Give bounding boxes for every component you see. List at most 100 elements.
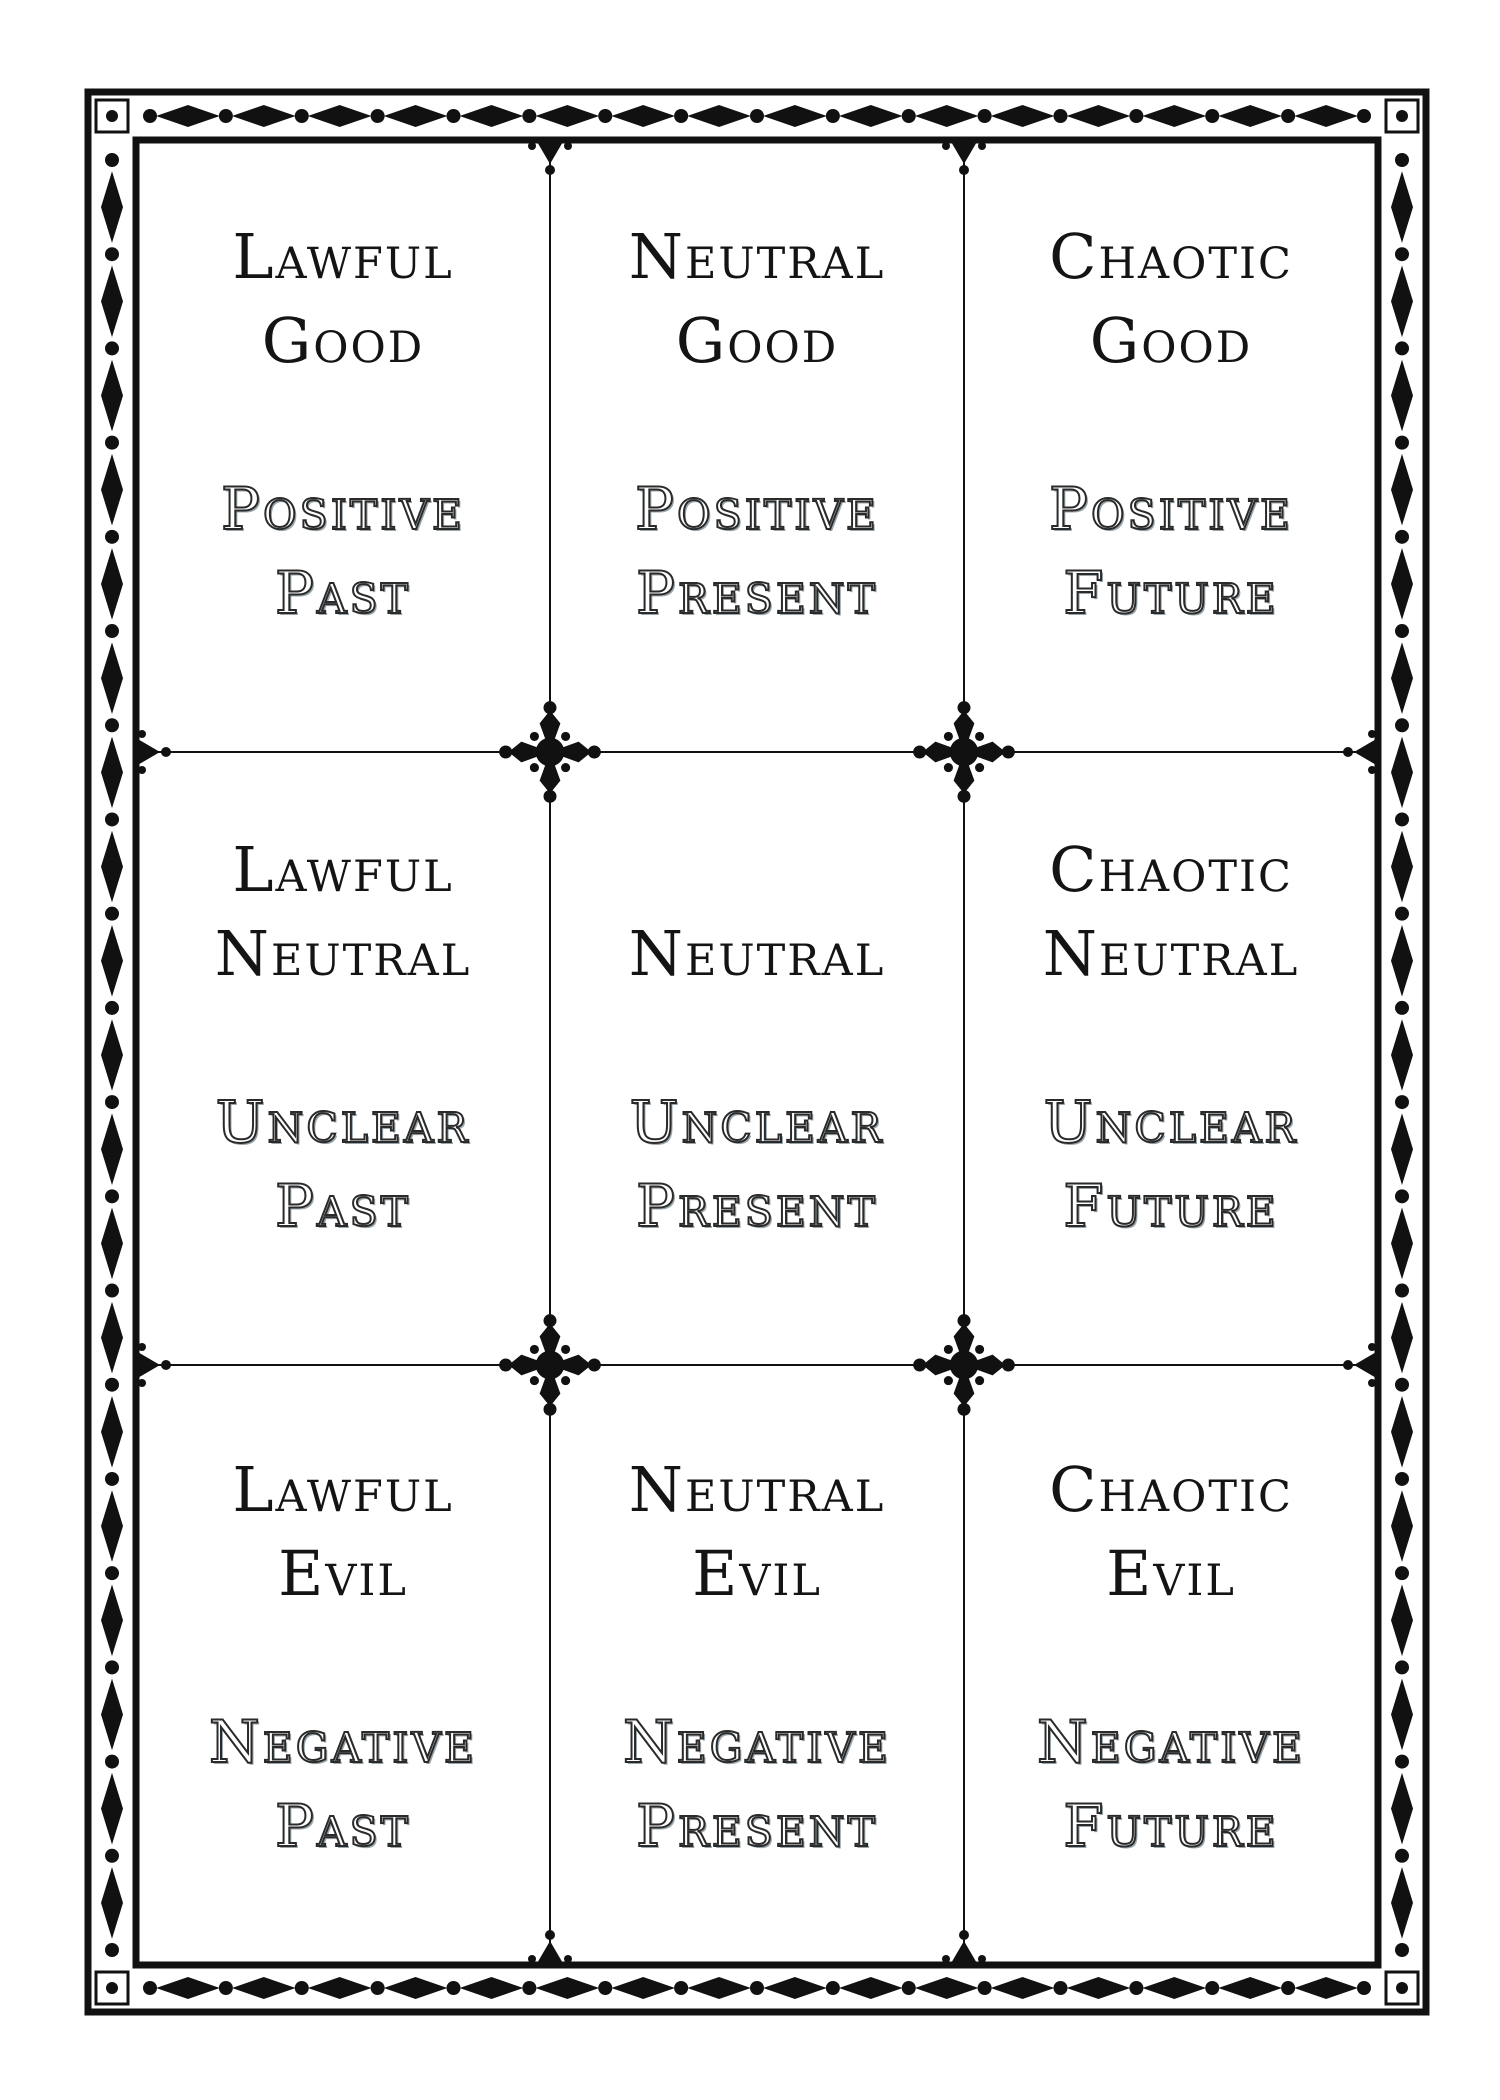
diamond-icon xyxy=(763,1977,827,1999)
dot-icon xyxy=(294,1981,309,1995)
cross-petal-icon xyxy=(943,1376,953,1386)
cross-petal-icon xyxy=(975,1376,985,1386)
diamond-icon xyxy=(101,642,123,714)
cross-tip-icon xyxy=(543,789,557,803)
diamond-icon xyxy=(1391,1113,1413,1186)
diamond-icon xyxy=(1391,1019,1413,1091)
dot-icon xyxy=(1395,341,1409,356)
diamond-icon xyxy=(101,548,123,620)
cross-petal-icon xyxy=(529,1344,539,1354)
diamond-icon xyxy=(1391,1207,1413,1280)
dot-icon xyxy=(218,1981,233,1995)
cross-arm-icon xyxy=(539,1365,561,1407)
diamond-icon xyxy=(101,265,123,338)
half-petal-icon xyxy=(1368,766,1376,774)
cross-tip-icon xyxy=(1001,745,1015,759)
diamond-icon xyxy=(1142,1977,1207,1999)
dot-icon xyxy=(1281,109,1296,123)
dot-icon xyxy=(977,109,992,123)
diamond-icon xyxy=(101,1490,123,1562)
dot-icon xyxy=(1395,1848,1409,1863)
diamond-icon xyxy=(687,105,751,127)
card-lawful-good: Lawful Good Positive Past xyxy=(140,215,546,635)
dot-icon xyxy=(143,109,157,123)
diamond-icon xyxy=(101,453,123,526)
cross-arm-icon xyxy=(508,1354,550,1376)
frame-outer-line xyxy=(84,88,1430,2016)
dot-icon xyxy=(105,1000,119,1015)
cross-petal-icon xyxy=(561,1344,571,1354)
diamond-icon xyxy=(101,1584,123,1657)
border-motifs xyxy=(101,105,1413,1999)
alignment-line-1: Chaotic xyxy=(1049,1453,1293,1526)
diamond-icon xyxy=(101,1867,123,1939)
half-tip-icon xyxy=(161,747,171,757)
dot-icon xyxy=(105,1943,119,1957)
alignment-line-1: Chaotic xyxy=(1049,220,1293,293)
diamond-icon xyxy=(914,1977,979,1999)
junction-ornaments xyxy=(136,140,1378,1965)
dot-icon xyxy=(143,1981,157,1995)
diamond-icon xyxy=(611,105,676,127)
cross-tip-icon xyxy=(587,745,601,759)
card-lawful-evil: Lawful Evil Negative Past xyxy=(140,1448,546,1868)
diamond-icon xyxy=(1218,105,1283,127)
dot-icon xyxy=(294,109,309,123)
alignment-line-2: Good xyxy=(675,304,839,377)
reading-line-1: Positive xyxy=(220,474,465,544)
diamond-icon xyxy=(914,105,979,127)
alignment-line-2: Evil xyxy=(692,1537,822,1610)
alignment-line-2: Evil xyxy=(1106,1537,1236,1610)
reading-line-2: Future xyxy=(1062,1791,1279,1861)
cross-arm-icon xyxy=(953,1323,975,1365)
dot-icon xyxy=(105,1095,119,1110)
half-arm-icon xyxy=(136,738,160,766)
diamond-icon xyxy=(459,105,524,127)
half-arm-icon xyxy=(536,1941,564,1965)
cross-petal-icon xyxy=(943,1344,953,1354)
dot-icon xyxy=(1205,109,1220,123)
cross-arm-icon xyxy=(953,752,975,794)
half-tip-icon xyxy=(545,165,555,175)
half-petal-icon xyxy=(138,730,146,738)
alignment-line-1: Chaotic xyxy=(1049,833,1293,906)
half-petal-icon xyxy=(528,1955,536,1963)
dot-icon xyxy=(218,109,233,123)
dot-icon xyxy=(750,109,764,123)
diamond-icon xyxy=(459,1977,524,1999)
dot-icon xyxy=(674,1981,689,1995)
reading-line-1: Positive xyxy=(1048,474,1293,544)
dot-icon xyxy=(1395,812,1409,827)
fleur-cross-icon xyxy=(913,1314,1015,1416)
diamond-icon xyxy=(101,830,123,903)
reading-line-2: Future xyxy=(1062,1171,1279,1241)
cross-tip-icon xyxy=(913,1358,927,1372)
diamond-icon xyxy=(687,1977,751,1999)
half-fleur-icon xyxy=(1343,730,1378,774)
cross-arm-icon xyxy=(539,1323,561,1365)
diamond-icon xyxy=(101,359,123,432)
cross-tip-icon xyxy=(957,789,971,803)
half-petal-icon xyxy=(978,142,986,150)
dot-icon xyxy=(1395,1283,1409,1298)
dot-icon xyxy=(1395,1000,1409,1015)
diamond-icon xyxy=(101,1396,123,1468)
alignment-line-2: Good xyxy=(1089,304,1253,377)
diamond-icon xyxy=(231,1977,296,1999)
half-petal-icon xyxy=(942,1955,950,1963)
diamond-icon xyxy=(1391,548,1413,620)
cross-petal-icon xyxy=(561,731,571,741)
diamond-icon xyxy=(156,105,220,127)
reading-line-2: Past xyxy=(274,1791,412,1861)
half-tip-icon xyxy=(1343,1360,1353,1370)
diamond-icon xyxy=(838,1977,903,1999)
dot-icon xyxy=(1395,1754,1409,1769)
cross-tip-icon xyxy=(499,745,513,759)
dot-icon xyxy=(977,1981,992,1995)
half-petal-icon xyxy=(1368,730,1376,738)
cross-petal-icon xyxy=(529,731,539,741)
reading-line-2: Past xyxy=(274,558,412,628)
dot-icon xyxy=(105,1377,119,1392)
diamond-icon xyxy=(383,1977,448,1999)
